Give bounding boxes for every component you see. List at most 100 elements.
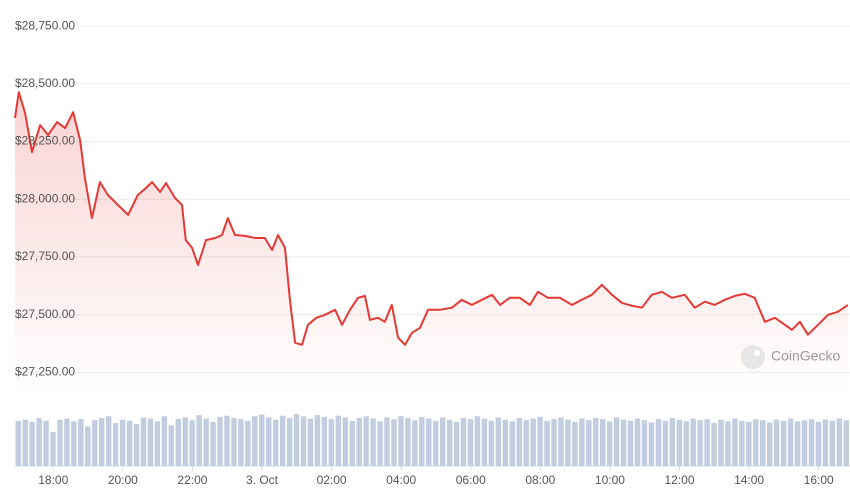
x-tick-label: 14:00 bbox=[734, 473, 764, 487]
volume-bar bbox=[272, 419, 279, 466]
volume-bar bbox=[419, 416, 425, 466]
volume-bar bbox=[22, 419, 28, 466]
volume-bar bbox=[530, 418, 536, 466]
volume-bar bbox=[843, 420, 849, 466]
x-tick-label: 3. Oct bbox=[246, 473, 279, 487]
volume-bar bbox=[579, 418, 585, 466]
volume-bar bbox=[509, 421, 515, 466]
volume-bar bbox=[335, 415, 342, 466]
volume-bar bbox=[662, 420, 669, 466]
volume-bar bbox=[669, 417, 676, 466]
volume-bar bbox=[620, 419, 627, 466]
volume-bar bbox=[801, 420, 808, 466]
volume-bar bbox=[356, 417, 362, 466]
volume-bar bbox=[412, 420, 418, 466]
logo bbox=[741, 345, 765, 369]
volume-bar bbox=[314, 415, 321, 466]
volume-bar bbox=[50, 432, 56, 466]
volume-bar bbox=[711, 423, 717, 466]
price-area bbox=[15, 92, 848, 396]
volume-bar bbox=[168, 425, 175, 466]
volume-bar bbox=[439, 417, 446, 466]
volume-bar bbox=[593, 417, 599, 466]
volume-bar bbox=[64, 418, 70, 466]
volume-bar bbox=[565, 419, 571, 466]
price-line bbox=[14, 91, 849, 346]
volume-bar bbox=[112, 423, 119, 466]
volume-bar bbox=[105, 416, 112, 466]
volume-bar bbox=[15, 420, 21, 466]
volume-bar bbox=[321, 416, 328, 466]
volume-bar bbox=[648, 422, 655, 466]
volume-bar bbox=[175, 419, 181, 466]
volume-bar bbox=[746, 421, 752, 466]
watermark-text: CoinGecko bbox=[771, 348, 840, 364]
volume-bar bbox=[704, 419, 710, 466]
volume-bar bbox=[718, 419, 724, 466]
volume-bar bbox=[36, 417, 42, 466]
volume-bar bbox=[697, 420, 703, 466]
x-tick-label: 18:00 bbox=[38, 473, 68, 487]
volume-bar bbox=[502, 419, 509, 466]
volume-bar bbox=[182, 417, 188, 466]
volume-bar bbox=[586, 420, 592, 466]
volume-bar bbox=[245, 420, 251, 466]
volume-bar bbox=[474, 416, 481, 466]
y-tick-label: $27,250.00 bbox=[15, 364, 75, 378]
volume-bar bbox=[370, 418, 376, 466]
volume-bar bbox=[836, 418, 843, 466]
volume-bar bbox=[252, 416, 258, 466]
volume-bar bbox=[753, 419, 759, 466]
volume-bar bbox=[342, 417, 348, 466]
x-tick-label: 08:00 bbox=[525, 473, 555, 487]
volume-bar bbox=[126, 420, 133, 466]
volume-bar bbox=[767, 422, 773, 466]
y-tick-label: $27,750.00 bbox=[15, 249, 75, 263]
x-tick-label: 12:00 bbox=[665, 473, 695, 487]
volume-bar bbox=[627, 420, 634, 466]
volume-bar bbox=[780, 420, 787, 466]
volume-bar bbox=[446, 419, 453, 466]
labels: $27,250.00 $27,500.00 $27,750.00 $28,000.00… bbox=[15, 18, 834, 487]
volume-bar bbox=[29, 421, 35, 466]
volume-bar bbox=[732, 418, 738, 466]
volume-bar bbox=[293, 414, 300, 466]
volume-bar bbox=[822, 419, 829, 466]
volume-bar bbox=[433, 420, 439, 466]
volume-bar bbox=[224, 415, 230, 466]
volume-bar bbox=[495, 417, 502, 466]
volume-bar bbox=[655, 419, 662, 466]
volume-bar bbox=[794, 421, 801, 466]
volume-bar bbox=[544, 420, 550, 466]
volume-bar bbox=[43, 420, 49, 466]
volume-bar bbox=[405, 417, 411, 466]
volume-bar bbox=[384, 417, 390, 466]
watermark: CoinGecko bbox=[741, 345, 840, 369]
volume-bar bbox=[133, 424, 140, 466]
x-tick-label: 04:00 bbox=[386, 473, 416, 487]
volume-bar bbox=[641, 420, 648, 466]
volume-bar bbox=[363, 416, 369, 466]
y-tick-label: $27,500.00 bbox=[15, 307, 75, 321]
volume-bar bbox=[238, 419, 244, 466]
y-tick-label: $28,000.00 bbox=[15, 191, 75, 205]
volume-bar bbox=[787, 418, 794, 466]
volume-bar bbox=[467, 419, 474, 466]
y-tick-label: $28,750.00 bbox=[15, 18, 75, 32]
x-tick-label: 16:00 bbox=[804, 473, 834, 487]
volume-bar bbox=[460, 417, 467, 466]
volume-bar bbox=[453, 421, 460, 466]
volume-bar bbox=[328, 419, 335, 466]
volume-bar bbox=[154, 421, 161, 466]
volume-bar bbox=[210, 421, 216, 466]
plot bbox=[14, 91, 849, 396]
volume-bar bbox=[279, 415, 286, 466]
volume-bar bbox=[481, 418, 488, 466]
volume-bar bbox=[760, 420, 766, 466]
volume-bar bbox=[57, 419, 63, 466]
volume-bar bbox=[613, 417, 620, 466]
volume-bar bbox=[119, 419, 126, 466]
volume-bar bbox=[266, 417, 272, 466]
